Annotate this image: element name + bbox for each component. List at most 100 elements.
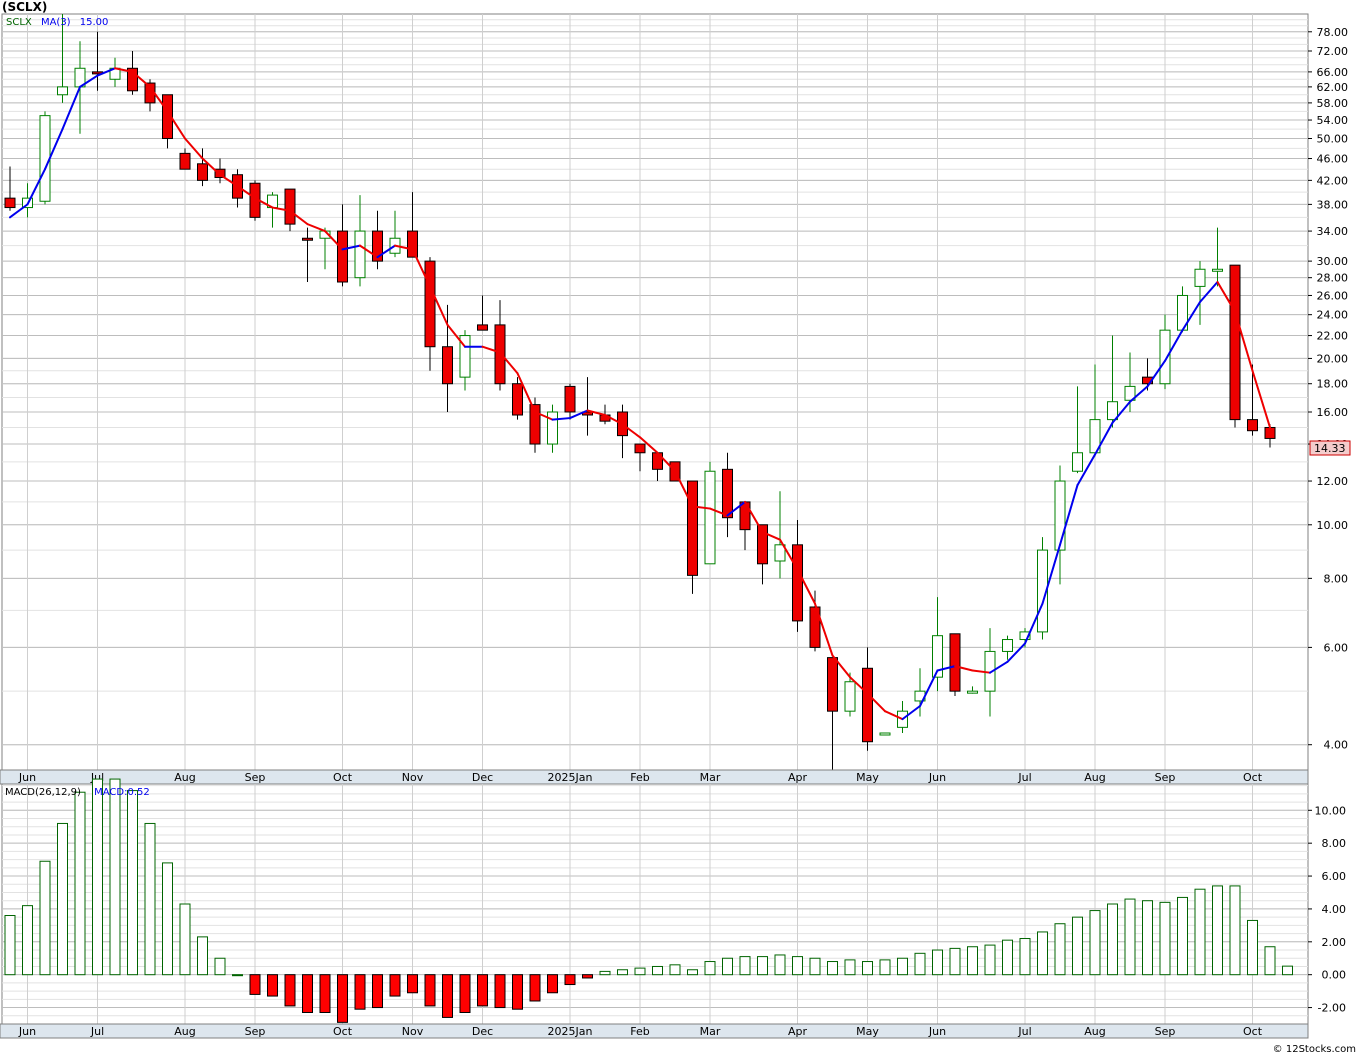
legend-ma-value: 15.00 bbox=[80, 17, 109, 28]
candle-body-up bbox=[1037, 549, 1048, 633]
candle bbox=[4, 166, 16, 211]
candle-body-up bbox=[1072, 452, 1083, 472]
candle bbox=[1054, 465, 1066, 585]
ma-segment bbox=[989, 660, 1009, 674]
ma-segment bbox=[1216, 281, 1236, 313]
macd-bar-positive bbox=[1072, 916, 1083, 976]
candle bbox=[844, 672, 856, 717]
candle-body-up bbox=[774, 544, 786, 562]
candle bbox=[1194, 261, 1206, 325]
candle bbox=[774, 491, 786, 579]
candle bbox=[757, 524, 768, 585]
candle bbox=[372, 210, 383, 270]
macd-bar-negative bbox=[284, 974, 296, 1007]
macd-bar-positive bbox=[232, 974, 243, 977]
candle-body-up bbox=[1107, 401, 1118, 421]
month-label: Oct bbox=[333, 1025, 353, 1038]
macd-tick-label: 10.00 bbox=[1315, 804, 1347, 817]
macd-bar-positive bbox=[1212, 885, 1223, 976]
candle bbox=[407, 192, 418, 258]
month-label: Jul bbox=[1017, 1025, 1031, 1038]
ma-segment bbox=[1076, 453, 1096, 487]
macd-bar-positive bbox=[1054, 923, 1066, 976]
candle-body-up bbox=[879, 732, 891, 736]
price-tick-label: 62.00 bbox=[1317, 81, 1349, 94]
candle-body-down bbox=[862, 667, 873, 743]
candle-body-down bbox=[477, 324, 488, 331]
macd-bar-negative bbox=[337, 974, 348, 1023]
legend-ma-label: MA(3) bbox=[41, 17, 71, 28]
candle bbox=[722, 452, 733, 538]
macd-bar-negative bbox=[267, 974, 278, 997]
price-tick-label: 50.00 bbox=[1317, 133, 1349, 146]
candle-body-down bbox=[722, 468, 733, 519]
month-label: Feb bbox=[630, 771, 649, 784]
month-label: Oct bbox=[1243, 771, 1263, 784]
month-label: Apr bbox=[788, 771, 808, 784]
macd-bar-positive bbox=[669, 964, 681, 976]
price-tick-label: 78.00 bbox=[1317, 26, 1349, 39]
macd-bar-positive bbox=[1229, 885, 1241, 976]
candle-body-down bbox=[407, 230, 418, 258]
macd-bar-negative bbox=[459, 974, 471, 1013]
ma-segment bbox=[376, 244, 396, 259]
ma-segment bbox=[324, 230, 344, 251]
candle bbox=[1212, 227, 1223, 287]
macd-bar-negative bbox=[477, 974, 488, 1007]
ma-segment bbox=[954, 665, 974, 672]
month-label: Apr bbox=[788, 1025, 808, 1038]
price-tick-label: 24.00 bbox=[1317, 309, 1349, 322]
month-label: Dec bbox=[472, 771, 493, 784]
macd-bar-positive bbox=[792, 956, 803, 976]
macd-panel-frame bbox=[1, 783, 1309, 1025]
macd-bar-negative bbox=[547, 974, 558, 994]
candle-body-up bbox=[1159, 329, 1171, 385]
month-label: Jul bbox=[90, 1025, 104, 1038]
candle bbox=[1072, 386, 1083, 474]
ma-segment bbox=[569, 409, 589, 420]
price-x-axis-band bbox=[0, 769, 1309, 785]
month-label: Aug bbox=[1084, 771, 1105, 784]
price-tick-label: 42.00 bbox=[1317, 174, 1349, 187]
macd-bar-positive bbox=[1247, 919, 1258, 976]
ma-segment bbox=[971, 669, 991, 674]
price-tick-label: 10.00 bbox=[1317, 519, 1349, 532]
macd-bar-positive bbox=[197, 936, 208, 976]
macd-bar-positive bbox=[109, 778, 121, 976]
ma-segment bbox=[1006, 642, 1026, 663]
ma-segment bbox=[691, 505, 711, 510]
candle bbox=[809, 590, 821, 652]
month-label: May bbox=[856, 771, 879, 784]
ma-segment bbox=[1111, 400, 1131, 424]
macd-bar-negative bbox=[372, 974, 383, 1009]
candle bbox=[162, 94, 173, 149]
macd-bar-positive bbox=[809, 957, 821, 976]
macd-bar-negative bbox=[564, 974, 576, 986]
candle-body-up bbox=[1212, 268, 1223, 272]
ma-segment bbox=[761, 531, 781, 541]
macd-bar-positive bbox=[1037, 931, 1048, 976]
candle-body-down bbox=[1229, 264, 1241, 421]
price-tick-label: 58.00 bbox=[1317, 97, 1349, 110]
ma-segment bbox=[919, 669, 939, 708]
macd-bar-negative bbox=[424, 974, 436, 1007]
chart-title: (SCLX) bbox=[2, 0, 47, 14]
ma-segment bbox=[674, 470, 694, 508]
ma-segment bbox=[9, 203, 29, 219]
ma-segment bbox=[936, 665, 956, 672]
candle bbox=[197, 148, 208, 187]
price-x-axis: Jun Jul Aug Sep Oct Nov Dec 2025Jan Feb Mar Apr May… bbox=[18, 771, 1263, 784]
candle-body-up bbox=[39, 115, 51, 202]
candle bbox=[179, 148, 191, 170]
candle-body-down bbox=[284, 188, 296, 225]
macd-bar-positive bbox=[739, 956, 751, 976]
price-tick-label: 30.00 bbox=[1317, 255, 1349, 268]
ma-segment bbox=[1234, 310, 1254, 372]
macd-bar-positive bbox=[1124, 898, 1136, 976]
macd-bar-positive bbox=[1264, 946, 1276, 976]
macd-bar-negative bbox=[442, 974, 453, 1018]
macd-y-axis: -2.00 0.00 2.00 4.00 6.00 8.00 10.00 bbox=[1308, 804, 1347, 1015]
month-label: Feb bbox=[630, 1025, 649, 1038]
month-label: 2025Jan bbox=[548, 771, 593, 784]
ma-segment bbox=[1041, 543, 1061, 605]
